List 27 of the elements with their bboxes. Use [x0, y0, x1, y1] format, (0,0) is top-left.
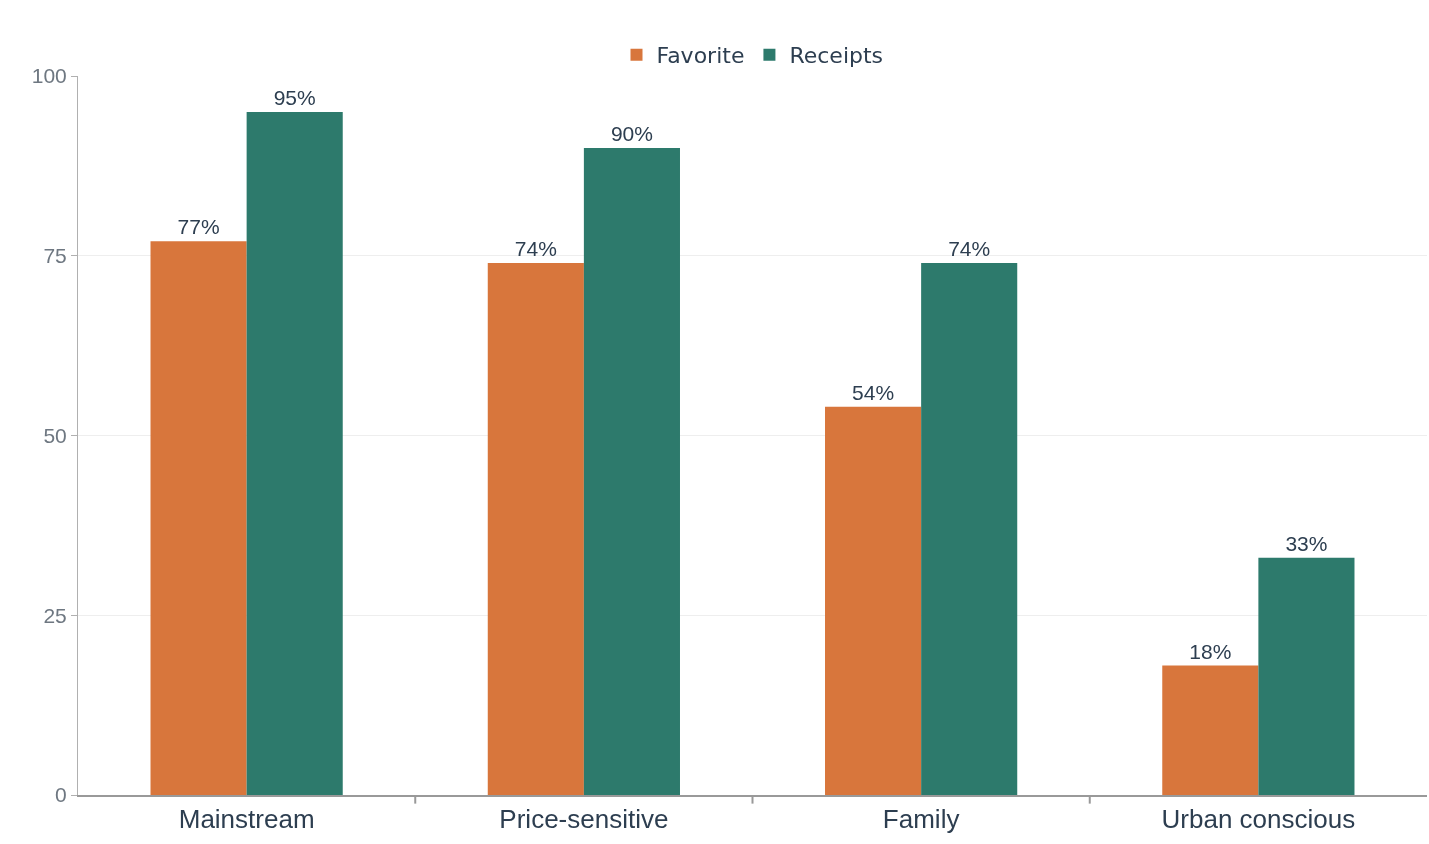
x-tick-label: Urban conscious — [1161, 804, 1356, 835]
x-tick-label: Price-sensitive — [499, 804, 669, 835]
x-tick-label: Family — [882, 804, 960, 835]
data-label: 18% — [1189, 639, 1232, 663]
data-label: 54% — [852, 380, 895, 404]
bar — [1162, 665, 1259, 795]
y-tick-label: 75 — [43, 244, 67, 268]
data-label: 74% — [948, 236, 991, 260]
bar — [487, 262, 584, 795]
y-tick-label: 50 — [43, 423, 67, 447]
bar — [246, 111, 343, 795]
legend-label: Receipts — [789, 43, 884, 69]
bar — [1258, 557, 1355, 795]
data-label: 90% — [610, 121, 653, 145]
y-tick-label: 0 — [55, 783, 67, 807]
bar — [921, 262, 1018, 795]
y-tick-label: 25 — [43, 603, 67, 627]
x-tick-label: Mainstream — [178, 804, 315, 835]
data-label: 74% — [514, 236, 557, 260]
bar — [583, 147, 680, 795]
data-label: 77% — [177, 215, 220, 239]
bar — [825, 406, 922, 795]
bar — [150, 241, 247, 795]
data-label: 95% — [273, 85, 316, 109]
y-tick-label: 100 — [31, 64, 67, 88]
data-label: 33% — [1285, 531, 1328, 555]
legend-label: Favorite — [656, 43, 745, 69]
